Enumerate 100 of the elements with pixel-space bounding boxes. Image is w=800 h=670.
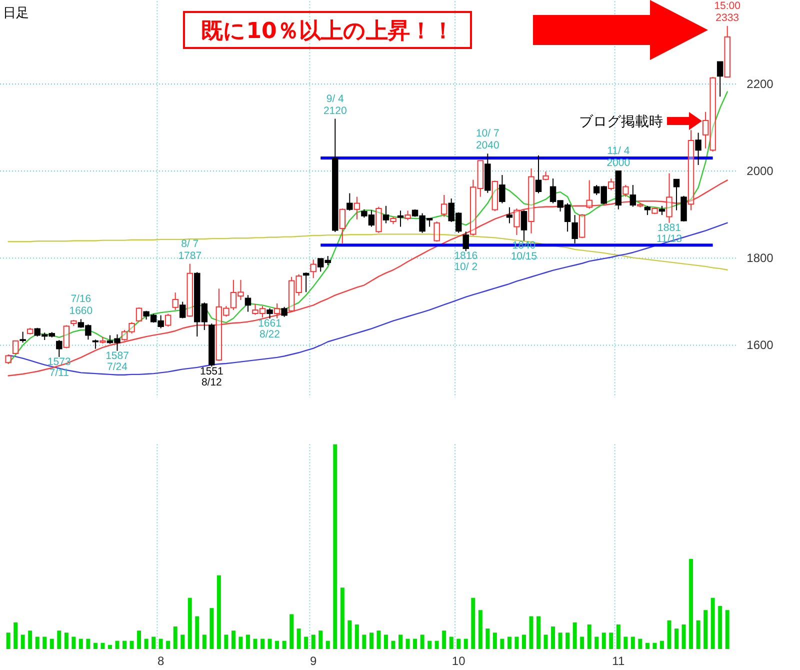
candlestick	[100, 336, 106, 344]
bar	[78, 638, 83, 649]
candlestick	[514, 208, 520, 236]
candlestick	[520, 210, 528, 242]
bar	[406, 638, 410, 649]
bar	[144, 638, 148, 649]
candlestick	[274, 302, 280, 319]
bar	[100, 642, 105, 649]
bar	[348, 620, 352, 649]
bar	[609, 632, 614, 649]
candlestick	[12, 340, 19, 354]
bar	[536, 616, 540, 649]
candlestick	[382, 205, 390, 224]
bar	[158, 638, 163, 649]
candlestick	[578, 214, 586, 239]
candlestick	[404, 210, 411, 221]
candlestick	[186, 263, 193, 318]
bar	[529, 616, 534, 649]
bar	[290, 614, 294, 649]
candlestick	[462, 231, 469, 252]
candlestick	[223, 306, 230, 317]
candlestick	[644, 205, 651, 216]
candlestick	[440, 194, 448, 218]
bar	[689, 558, 694, 649]
annotation: 2333	[716, 12, 740, 24]
candlestick	[70, 319, 77, 327]
bar	[210, 608, 214, 649]
annotation: 9/ 4	[326, 92, 344, 105]
x-tick-label: 10	[452, 654, 466, 668]
bar	[28, 630, 32, 649]
candlestick	[288, 276, 295, 312]
bar	[420, 634, 424, 649]
line-series	[8, 180, 728, 376]
bar	[398, 634, 402, 649]
bar	[587, 624, 592, 649]
bar	[296, 628, 301, 649]
candlestick	[637, 202, 644, 208]
bar	[580, 636, 584, 649]
candlestick	[542, 170, 549, 181]
bar	[544, 634, 548, 649]
bar	[456, 638, 461, 649]
bar	[231, 630, 236, 649]
annotation: 7/16	[70, 293, 92, 306]
candlestick	[572, 214, 578, 244]
candlestick	[666, 172, 672, 224]
candlestick	[622, 184, 629, 198]
candlestick	[230, 279, 237, 310]
chart-title: 日足	[3, 6, 29, 21]
bar	[594, 636, 599, 649]
bar	[275, 640, 280, 649]
candlestick	[63, 324, 70, 349]
bar	[216, 575, 221, 649]
candlestick	[244, 294, 252, 312]
bar	[682, 624, 686, 649]
candlestick	[695, 132, 702, 166]
candlestick	[56, 340, 62, 358]
y-tick-label: 2200	[746, 76, 774, 91]
bar	[384, 634, 388, 649]
bar	[93, 642, 98, 649]
bar	[224, 634, 228, 649]
bar	[362, 634, 366, 649]
annotation: 2120	[323, 104, 347, 117]
annotation: 1661	[258, 318, 282, 330]
bar	[492, 632, 497, 649]
bar	[652, 642, 657, 649]
candlestick	[281, 306, 288, 318]
candlestick	[26, 327, 34, 335]
bar	[166, 640, 170, 649]
candlestick	[376, 206, 382, 234]
candlestick	[92, 339, 99, 350]
candlestick	[259, 306, 266, 318]
bar	[514, 636, 519, 649]
bar	[195, 616, 200, 649]
candlestick	[128, 322, 135, 334]
bar	[326, 640, 330, 649]
candlestick	[296, 274, 302, 296]
bar	[72, 636, 76, 649]
annotation: 1551	[200, 366, 224, 378]
bar	[35, 636, 40, 649]
bar	[6, 632, 10, 649]
bar	[260, 638, 264, 649]
candlestick	[266, 308, 273, 320]
candlestick	[716, 61, 724, 98]
annotation: 8/12	[201, 376, 222, 389]
annotation: 7/24	[107, 360, 128, 373]
bar	[268, 638, 272, 649]
bar	[57, 630, 62, 649]
annotation: 1816	[454, 250, 478, 262]
bar	[667, 620, 672, 649]
bar	[376, 630, 381, 649]
candlestick	[608, 178, 614, 191]
candlestick	[172, 292, 178, 310]
candlestick	[710, 76, 716, 152]
annotation: 7/11	[49, 367, 70, 379]
annotation: 1660	[69, 305, 93, 318]
bar	[602, 632, 606, 649]
candlestick	[208, 322, 215, 368]
bar	[449, 636, 454, 649]
candlestick	[390, 216, 396, 225]
bar	[500, 638, 504, 649]
